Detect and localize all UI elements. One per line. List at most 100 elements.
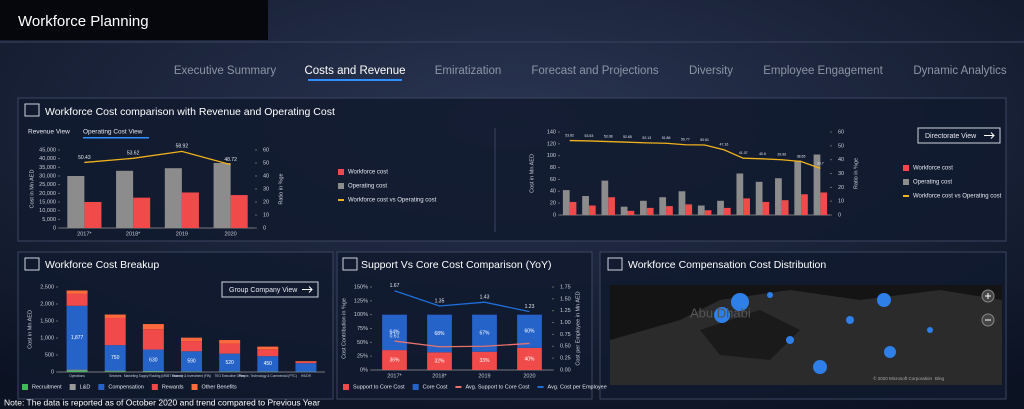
y2-tick-label: 30 — [838, 171, 844, 177]
line-value-label: 53.53 — [585, 134, 594, 138]
bar — [472, 351, 497, 370]
y-axis-label: Cost in Mn AED — [29, 170, 35, 209]
y2-tick-label: 1.50 — [560, 296, 571, 302]
legend-swatch — [903, 165, 909, 171]
view-tab[interactable]: Operating Cost View — [83, 129, 143, 136]
y-tick-label: 150% — [354, 284, 368, 290]
y-tick-label: 125% — [354, 298, 368, 304]
y-tick-label: 40,000 — [39, 156, 56, 162]
map-attribution: © 2020 Microsoft Corporation — [873, 375, 932, 381]
tab[interactable]: Diversity — [689, 65, 733, 77]
y-axis-label: Cost in Mn AED — [529, 154, 535, 193]
bar — [295, 363, 317, 372]
bar-value-label: 520 — [225, 360, 234, 366]
bar — [678, 191, 686, 215]
button[interactable] — [917, 127, 1001, 144]
x-tick-label: TEO Executive Office — [214, 374, 245, 378]
bar — [219, 343, 241, 354]
bar-value-label: 750 — [111, 355, 120, 361]
tab[interactable]: Employee Engagement — [763, 65, 883, 77]
y2-tick-label: 50 — [263, 160, 269, 166]
bar — [181, 351, 202, 372]
line-value-label: 1.43 — [480, 295, 490, 301]
button-arrow — [302, 286, 313, 293]
line-value-label: 47.16 — [720, 143, 729, 147]
header-bar — [0, 0, 268, 40]
bar — [142, 329, 164, 350]
bar — [133, 197, 151, 228]
legend-label: Avg. Support to Core Cost — [465, 384, 530, 390]
tab[interactable]: Forecast and Projections — [531, 65, 658, 77]
bar — [762, 201, 770, 215]
bar — [66, 305, 88, 370]
x-tick-label: 2017* — [77, 231, 92, 237]
y2-tick-label: 10 — [263, 212, 269, 218]
bubble — [767, 292, 773, 298]
bar — [382, 350, 407, 370]
x-tick-label: Finance & Investment (FIN) — [172, 374, 211, 378]
line-value-label: 1.67 — [390, 283, 400, 289]
y-tick-label: 120 — [547, 141, 556, 147]
legend-label: Operating cost — [913, 180, 952, 186]
button-label: Group Company View — [229, 287, 298, 294]
tab[interactable]: Dynamic Analytics — [913, 65, 1007, 77]
bar — [66, 293, 88, 306]
button-label: Directorate View — [925, 133, 977, 140]
y-tick-label: 0 — [51, 369, 54, 375]
y2-tick-label: 20 — [838, 185, 844, 191]
water — [700, 310, 800, 360]
y2-tick-label: 40 — [838, 157, 844, 163]
button[interactable] — [221, 281, 319, 298]
view-underline — [83, 137, 149, 139]
bar — [181, 341, 202, 352]
y-tick-label: 75% — [357, 326, 368, 332]
y-tick-label: 5,000 — [42, 217, 56, 223]
bar — [704, 210, 712, 215]
y-tick-label: 25% — [357, 354, 368, 360]
land — [610, 290, 1002, 385]
legend-label: L&D — [80, 384, 91, 390]
y2-tick-label: 40 — [263, 173, 269, 179]
bar — [666, 206, 673, 215]
tab[interactable]: Executive Summary — [174, 65, 277, 77]
legend-label: Workforce cost — [913, 166, 953, 172]
panel-title: Workforce Compensation Cost Distribution — [628, 259, 826, 271]
y-tick-label: 2,000 — [40, 301, 54, 307]
bar-value-label: 33% — [479, 358, 490, 364]
bar — [257, 356, 279, 372]
bar — [104, 370, 126, 372]
bar — [685, 204, 693, 215]
y-tick-label: 1,000 — [40, 335, 54, 341]
bar — [382, 314, 407, 351]
y2-tick-label: 0.75 — [560, 332, 571, 338]
y2-tick-label: 30 — [263, 186, 269, 192]
y2-tick-label: 50 — [838, 143, 844, 149]
bar — [517, 314, 542, 348]
view-tab[interactable]: Revenue View — [28, 129, 70, 136]
y-tick-label: 2,500 — [40, 284, 54, 290]
legend-label: Workforce cost vs Operating cost — [348, 198, 437, 204]
x-tick-label: Marketing Supply Routing (MSBT shared) — [124, 374, 183, 378]
bar — [640, 200, 647, 215]
bar-value-label: 60% — [524, 329, 535, 335]
x-tick-label: HS/DR — [301, 374, 312, 378]
line-value-label: 40.6 — [759, 152, 766, 156]
tab[interactable]: Costs and Revenue — [304, 65, 405, 77]
bar — [181, 337, 202, 342]
panel-title: Workforce Cost comparison with Revenue a… — [45, 106, 335, 118]
y-tick-label: 15,000 — [39, 199, 56, 205]
line-value-label: 50.61 — [700, 138, 709, 142]
y-tick-label: 40 — [550, 189, 556, 195]
bar-value-label: 68% — [434, 331, 445, 337]
bubble — [884, 346, 896, 358]
y-tick-label: 50% — [357, 340, 368, 346]
header-title: Workforce Planning — [18, 13, 149, 30]
bar — [230, 195, 248, 228]
bar-value-label: 40% — [524, 356, 535, 362]
tab[interactable]: Emiratization — [435, 65, 501, 77]
panel-icon — [24, 257, 40, 271]
bar-value-label: 67% — [479, 331, 490, 337]
bar — [142, 371, 164, 372]
bar — [620, 206, 628, 215]
y2-tick-label: 0 — [263, 225, 266, 231]
